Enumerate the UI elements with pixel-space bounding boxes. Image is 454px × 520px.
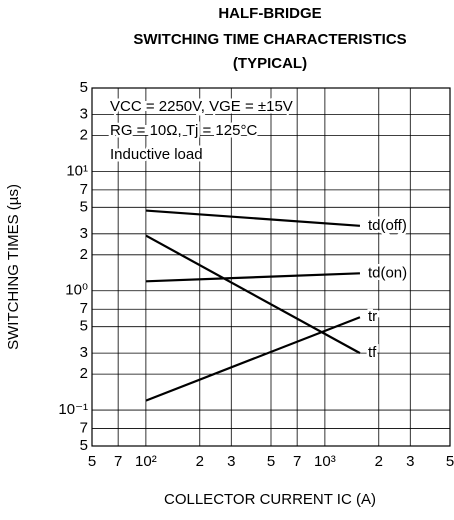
series-label: td(off) <box>368 217 407 234</box>
x-axis-label: COLLECTOR CURRENT IC (A) <box>164 491 376 508</box>
x-tick-label: 3 <box>406 453 414 470</box>
series-label: tr <box>368 308 377 325</box>
series-label: tf <box>368 344 377 361</box>
plot-border <box>91 87 451 447</box>
y-tick-label: 2 <box>80 246 88 263</box>
x-tick-label: 10² <box>135 453 157 470</box>
y-tick-label: 7 <box>80 300 88 317</box>
y-tick-label: 5 <box>80 437 88 454</box>
x-tick-label: 5 <box>88 453 96 470</box>
x-tick-label: 2 <box>375 453 383 470</box>
chart-title: HALF-BRIDGE <box>218 5 321 22</box>
y-tick-label: 3 <box>80 225 88 242</box>
series-label: td(on) <box>368 264 407 281</box>
y-tick-label: 5 <box>80 198 88 215</box>
series-line <box>145 209 361 227</box>
series-line <box>145 272 360 283</box>
annotation: Inductive load <box>110 146 203 163</box>
x-tick-label: 5 <box>267 453 275 470</box>
y-tick-label: 7 <box>80 181 88 198</box>
x-tick-label: 10³ <box>314 453 336 470</box>
annotation: VCC = 2250V, VGE = ±15V <box>110 98 293 115</box>
series-line <box>145 316 361 402</box>
y-tick-label: 7 <box>80 420 88 437</box>
y-tick-label: 5 <box>80 318 88 335</box>
x-tick-label: 2 <box>196 453 204 470</box>
chart-title: (TYPICAL) <box>233 55 307 72</box>
y-axis-label: SWITCHING TIMES (µs) <box>5 184 22 350</box>
y-tick-label: 10¹ <box>66 162 88 179</box>
y-tick-label: 3 <box>80 344 88 361</box>
y-tick-label: 10⁰ <box>65 282 88 299</box>
y-tick-label: 3 <box>80 105 88 122</box>
x-tick-label: 5 <box>446 453 454 470</box>
y-tick-label: 10⁻¹ <box>58 401 88 418</box>
annotation: RG = 10Ω, Tj = 125°C <box>110 122 257 139</box>
y-tick-label: 2 <box>80 126 88 143</box>
x-tick-label: 7 <box>293 453 301 470</box>
chart-title: SWITCHING TIME CHARACTERISTICS <box>133 31 406 48</box>
y-tick-label: 2 <box>80 365 88 382</box>
x-tick-label: 3 <box>227 453 235 470</box>
y-tick-label: 5 <box>80 79 88 96</box>
x-tick-label: 7 <box>114 453 122 470</box>
series-line <box>145 234 361 355</box>
